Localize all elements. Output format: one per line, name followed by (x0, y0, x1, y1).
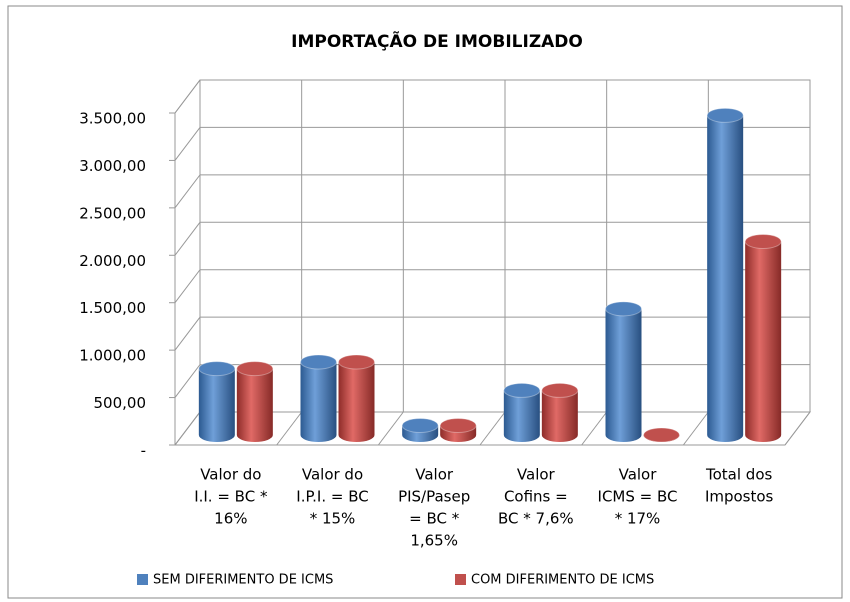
cylinder-cap (541, 382, 579, 398)
x-tick-label: Valor do (200, 466, 261, 484)
x-tick-label: Valor (415, 466, 454, 484)
legend-swatch (455, 574, 466, 585)
chart-frame (7, 5, 843, 599)
floor-divider (276, 411, 303, 446)
x-tick-label: 1,65% (410, 532, 458, 550)
y-tick-label: - (141, 442, 146, 460)
cylinder (503, 390, 540, 442)
x-tick-label: ICMS = BC (598, 488, 678, 506)
x-tick-label: Valor (619, 466, 658, 484)
floor-divider (174, 411, 201, 446)
x-tick-label: PIS/Pasep (398, 488, 470, 506)
legend-label: SEM DIFERIMENTO DE ICMS (153, 573, 333, 588)
cylinder (198, 368, 235, 443)
cylinder-cap (503, 382, 541, 398)
floor-divider (784, 411, 811, 446)
x-tick-label: Valor do (302, 466, 363, 484)
cylinder (236, 368, 273, 442)
y-tick-label: 2.000,00 (79, 252, 146, 270)
legend-swatch (137, 574, 148, 585)
y-tick-label: 500,00 (94, 394, 147, 412)
y-tick-label: 2.500,00 (79, 204, 146, 222)
x-tick-label: Total dos (705, 466, 772, 484)
cylinder-cap (643, 427, 680, 443)
x-tick-label: I.I. = BC * (194, 488, 268, 506)
x-tick-label: Cofins = (504, 488, 568, 506)
cylinder-cap (744, 233, 782, 249)
x-tick-label: Valor (517, 466, 556, 484)
cylinder-cap (605, 301, 642, 317)
legend-label: COM DIFERIMENTO DE ICMS (471, 573, 654, 588)
cylinder (338, 361, 375, 443)
floor-divider (581, 411, 608, 446)
cylinder-cap (706, 107, 744, 123)
floor-divider (377, 411, 404, 446)
floor-divider (682, 411, 709, 446)
y-tick-label: 1.000,00 (79, 347, 146, 365)
cylinder-cap (439, 418, 477, 434)
cylinder-cap (198, 361, 236, 377)
cylinder (605, 308, 642, 443)
y-tick-label: 3.500,00 (79, 110, 146, 128)
x-tick-label: = BC * (409, 510, 460, 528)
y-tick-label: 1.500,00 (79, 299, 146, 317)
cylinder-cap (401, 418, 439, 434)
cylinder-cap (236, 361, 274, 377)
x-tick-label: * 17% (615, 510, 661, 528)
x-tick-label: * 15% (310, 510, 356, 528)
x-tick-label: 16% (214, 510, 247, 528)
cylinder-cap (338, 354, 375, 370)
cylinder (300, 361, 337, 443)
x-tick-label: I.P.I. = BC (296, 488, 368, 506)
cylinder (541, 390, 578, 443)
cylinder (707, 115, 744, 443)
cylinder (745, 241, 782, 443)
floor-divider (479, 411, 506, 446)
y-tick-label: 3.000,00 (79, 157, 146, 175)
x-tick-label: BC * 7,6% (498, 510, 574, 528)
x-tick-label: Impostos (705, 488, 774, 506)
cylinder-cap (300, 354, 337, 370)
chart-title: IMPORTAÇÃO DE IMOBILIZADO (291, 29, 583, 52)
